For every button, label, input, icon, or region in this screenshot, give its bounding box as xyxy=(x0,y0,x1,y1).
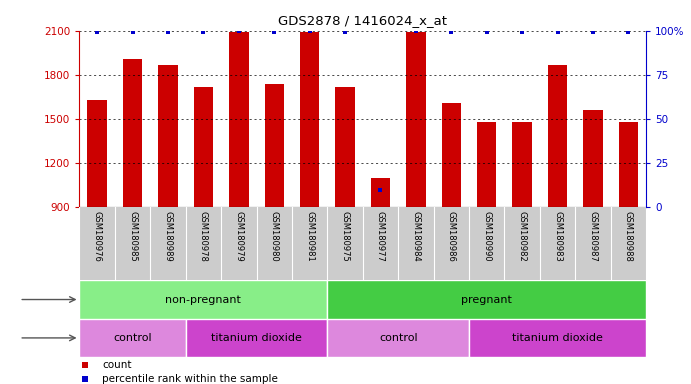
Text: GSM180984: GSM180984 xyxy=(411,211,420,262)
Bar xyxy=(328,280,646,319)
Text: GSM180976: GSM180976 xyxy=(93,211,102,262)
Bar xyxy=(79,280,328,319)
Text: GSM180988: GSM180988 xyxy=(624,211,633,262)
Bar xyxy=(335,87,354,207)
Bar xyxy=(123,59,142,207)
Bar xyxy=(477,122,496,207)
Bar xyxy=(583,110,603,207)
Bar xyxy=(406,32,426,207)
Text: titanium dioxide: titanium dioxide xyxy=(211,333,302,343)
Text: GSM180985: GSM180985 xyxy=(128,211,137,262)
Text: GSM180979: GSM180979 xyxy=(234,211,243,262)
Title: GDS2878 / 1416024_x_at: GDS2878 / 1416024_x_at xyxy=(278,14,447,27)
Bar xyxy=(88,100,107,207)
Bar xyxy=(328,319,469,357)
Bar xyxy=(548,65,567,207)
Text: GSM180980: GSM180980 xyxy=(269,211,278,262)
Text: GSM180987: GSM180987 xyxy=(589,211,598,262)
Text: percentile rank within the sample: percentile rank within the sample xyxy=(102,374,278,384)
Bar xyxy=(193,87,213,207)
Text: non-pregnant: non-pregnant xyxy=(165,295,241,305)
Text: titanium dioxide: titanium dioxide xyxy=(512,333,603,343)
Text: control: control xyxy=(113,333,152,343)
Bar xyxy=(371,178,390,207)
Text: GSM180978: GSM180978 xyxy=(199,211,208,262)
Bar xyxy=(158,65,178,207)
Text: GSM180983: GSM180983 xyxy=(553,211,562,262)
Text: pregnant: pregnant xyxy=(462,295,512,305)
Text: GSM180990: GSM180990 xyxy=(482,211,491,262)
Text: GSM180981: GSM180981 xyxy=(305,211,314,262)
Text: count: count xyxy=(102,360,131,370)
Bar xyxy=(265,84,284,207)
Text: GSM180989: GSM180989 xyxy=(164,211,173,262)
Text: control: control xyxy=(379,333,417,343)
Bar xyxy=(469,319,646,357)
Bar xyxy=(186,319,328,357)
Text: GSM180982: GSM180982 xyxy=(518,211,527,262)
Bar xyxy=(79,319,186,357)
Text: GSM180977: GSM180977 xyxy=(376,211,385,262)
Bar xyxy=(618,122,638,207)
Bar xyxy=(513,122,532,207)
Bar xyxy=(229,32,249,207)
Bar xyxy=(442,103,461,207)
Bar xyxy=(300,32,319,207)
Text: GSM180975: GSM180975 xyxy=(341,211,350,262)
Text: GSM180986: GSM180986 xyxy=(447,211,456,262)
